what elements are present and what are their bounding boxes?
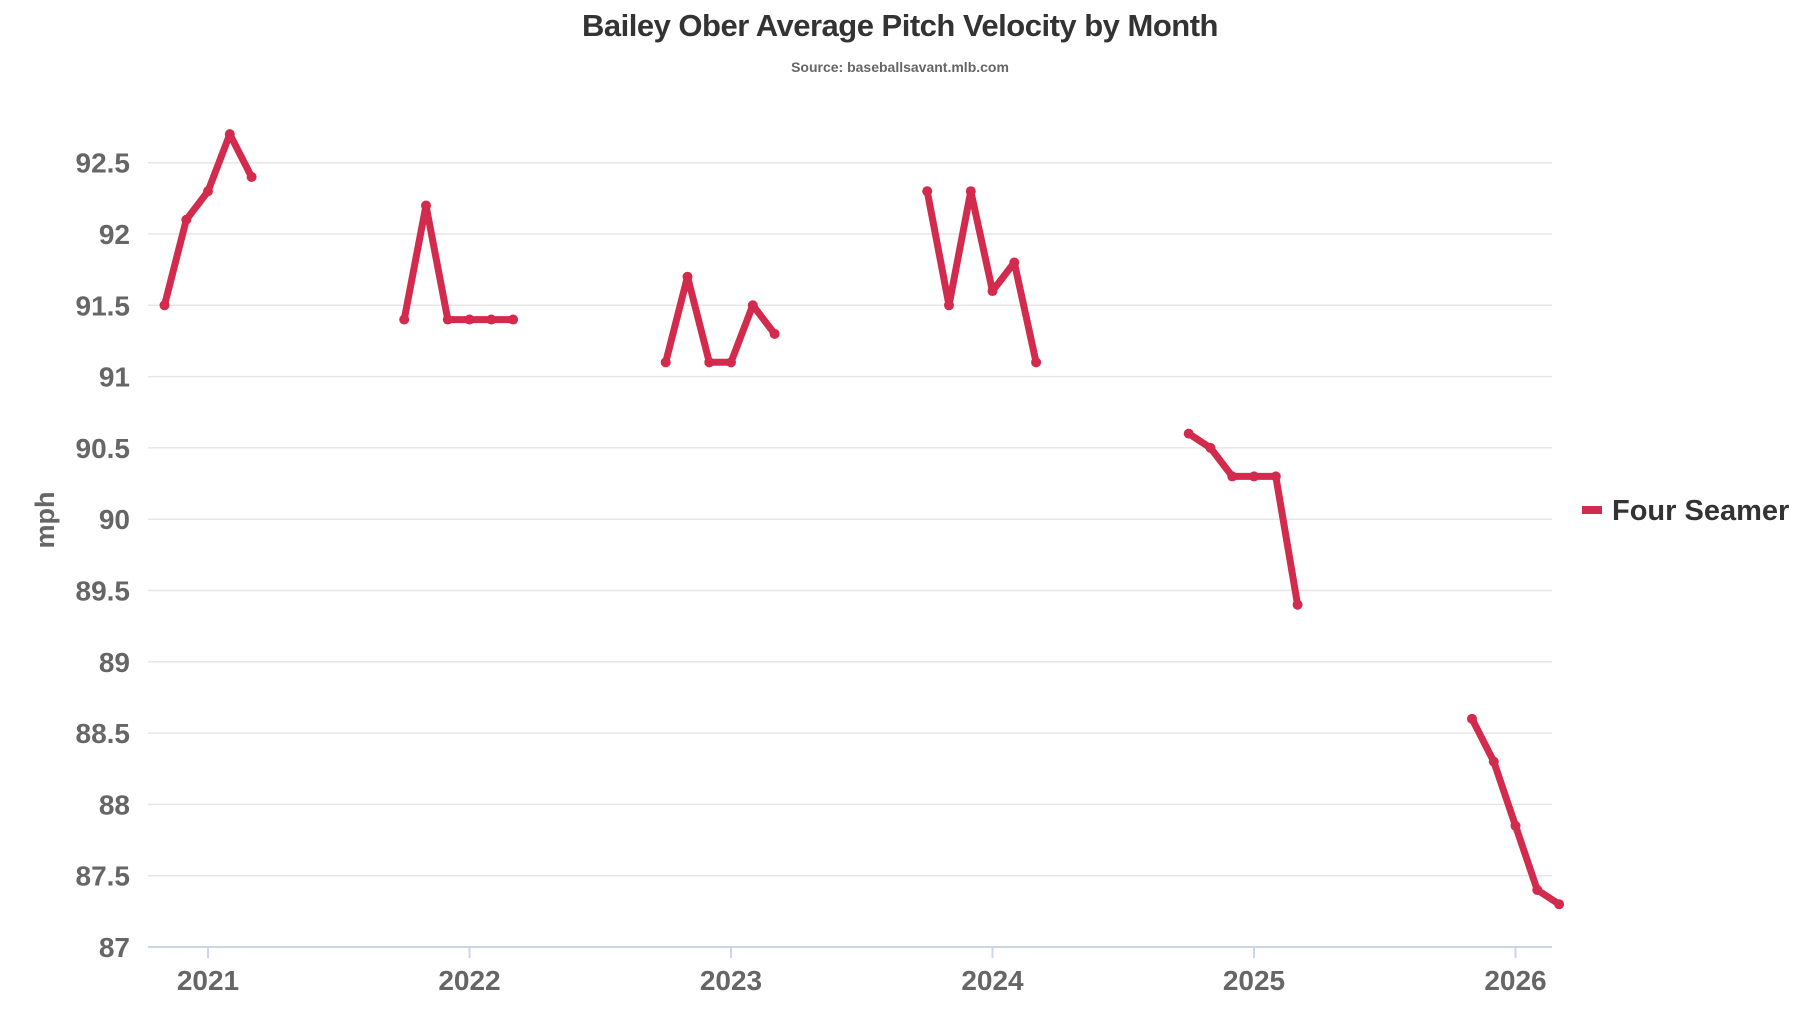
series-line-segment	[662, 273, 779, 366]
legend-label-four-seamer[interactable]: Four Seamer	[1612, 495, 1789, 527]
data-point[interactable]	[421, 200, 431, 211]
data-point[interactable]	[203, 186, 213, 197]
y-tick-label: 88	[99, 789, 130, 820]
y-tick-label: 92	[99, 219, 130, 250]
data-point[interactable]	[1488, 756, 1499, 767]
data-point[interactable]	[1227, 471, 1238, 482]
data-point[interactable]	[1205, 442, 1216, 453]
data-point[interactable]	[922, 186, 933, 197]
data-point[interactable]	[1554, 899, 1565, 910]
data-point[interactable]	[464, 314, 475, 325]
y-tick-label: 91	[99, 362, 130, 393]
y-tick-label: 92.5	[76, 148, 131, 179]
data-point[interactable]	[159, 300, 170, 311]
data-point[interactable]	[769, 328, 780, 339]
x-tick-label: 2024	[961, 965, 1024, 996]
x-tick-label: 2025	[1223, 965, 1285, 996]
grid-lines	[148, 161, 1552, 877]
data-point[interactable]	[726, 357, 736, 368]
series-line-segment	[400, 202, 517, 324]
y-tick-label: 89	[99, 647, 130, 678]
series-line-segment	[161, 130, 256, 309]
data-point[interactable]	[486, 314, 497, 325]
data-point[interactable]	[246, 171, 257, 182]
y-tick-label: 88.5	[76, 718, 131, 749]
x-tick-label: 2026	[1484, 965, 1546, 996]
data-point[interactable]	[1510, 820, 1521, 831]
data-point[interactable]	[508, 314, 519, 325]
chart-title: Bailey Ober Average Pitch Velocity by Mo…	[581, 8, 1219, 43]
data-point[interactable]	[1467, 713, 1477, 724]
y-tick-label: 91.5	[76, 290, 131, 321]
data-point[interactable]	[1031, 357, 1042, 368]
data-point[interactable]	[660, 357, 671, 368]
series-line-segment	[923, 187, 1040, 366]
x-tick-label: 2022	[438, 965, 500, 996]
data-point[interactable]	[704, 357, 715, 368]
legend[interactable]: Four Seamer	[1582, 495, 1789, 527]
data-point[interactable]	[747, 300, 758, 311]
data-point[interactable]	[1270, 471, 1281, 482]
y-tick-label: 87.5	[76, 861, 131, 892]
data-point[interactable]	[1009, 257, 1020, 268]
data-point[interactable]	[181, 214, 192, 225]
y-axis: 92.5 92 91.5 91 90.5 90 89.5 89 88.5 88 87.5 87	[76, 148, 131, 963]
data-point[interactable]	[944, 300, 954, 311]
data-point[interactable]	[682, 271, 693, 282]
data-point[interactable]	[987, 286, 998, 297]
data-point[interactable]	[442, 314, 453, 325]
y-tick-label: 90.5	[76, 433, 131, 464]
y-tick-label: 89.5	[76, 576, 131, 607]
x-tick-label: 2021	[177, 965, 239, 996]
data-point[interactable]	[1292, 599, 1303, 610]
data-point[interactable]	[1183, 428, 1194, 439]
chart-subtitle: Source: baseballsavant.mlb.com	[791, 59, 1009, 75]
y-tick-label: 87	[99, 932, 130, 963]
data-point[interactable]	[399, 314, 410, 325]
x-tick-label: 2023	[700, 965, 762, 996]
y-axis-title: mph	[30, 492, 60, 549]
data-point[interactable]	[224, 129, 235, 140]
data-point[interactable]	[1532, 884, 1543, 895]
data-point[interactable]	[1249, 471, 1259, 482]
series-layer	[159, 129, 1565, 910]
x-axis: 2021 2022 2023 2024 2025 2026	[148, 946, 1552, 996]
y-tick-label: 90	[99, 504, 130, 535]
data-point[interactable]	[965, 186, 976, 197]
